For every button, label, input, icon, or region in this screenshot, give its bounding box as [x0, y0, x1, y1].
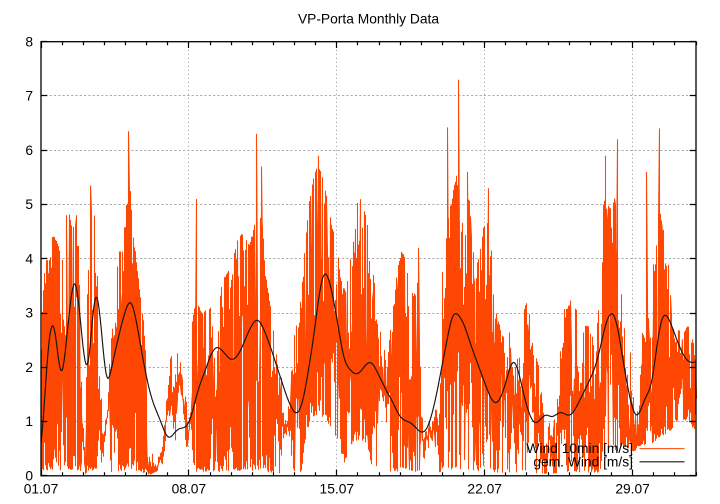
svg-text:0: 0	[25, 469, 33, 484]
svg-text:22.07: 22.07	[467, 482, 502, 497]
svg-text:29.07: 29.07	[615, 482, 650, 497]
svg-text:Wind 10min [m/s]: Wind 10min [m/s]	[526, 441, 633, 456]
svg-text:5: 5	[25, 197, 33, 212]
svg-text:4: 4	[25, 251, 33, 266]
svg-text:VP-Porta Monthly Data: VP-Porta Monthly Data	[298, 11, 439, 26]
svg-text:01.07: 01.07	[24, 482, 59, 497]
svg-text:6: 6	[25, 143, 33, 158]
svg-text:2: 2	[25, 360, 33, 375]
svg-text:1: 1	[25, 414, 33, 429]
svg-text:8: 8	[25, 34, 33, 49]
svg-text:08.07: 08.07	[172, 482, 207, 497]
svg-text:gem. Wind [m/s]: gem. Wind [m/s]	[533, 454, 633, 469]
svg-text:7: 7	[25, 89, 33, 104]
svg-text:15.07: 15.07	[320, 482, 355, 497]
svg-text:3: 3	[25, 306, 33, 321]
